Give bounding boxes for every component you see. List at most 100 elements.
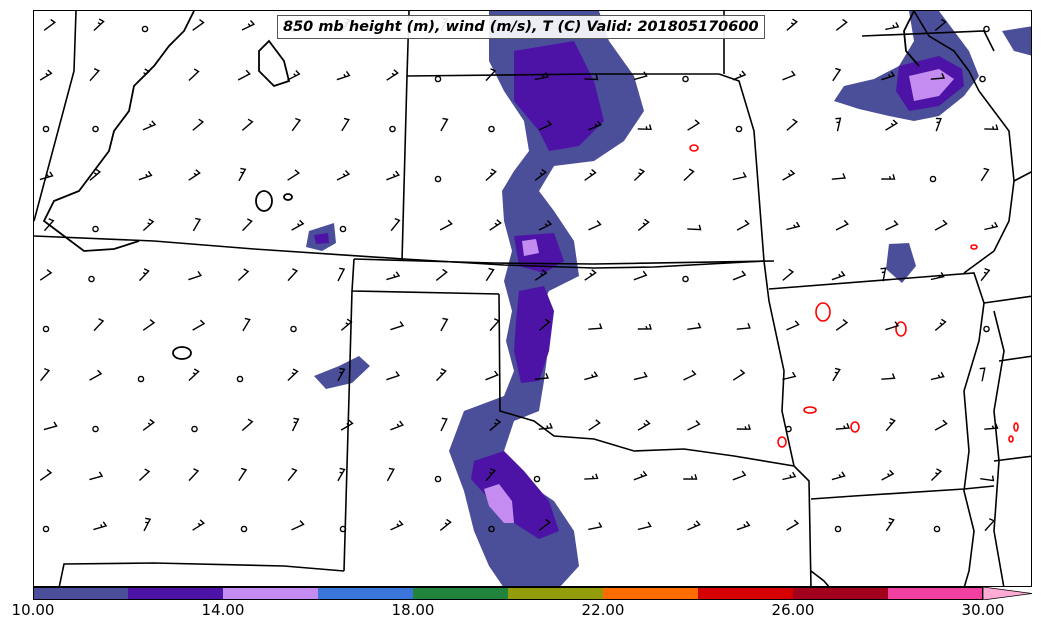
wind-barb — [534, 72, 549, 81]
wind-barb — [930, 468, 943, 482]
colorbar-tick-label: 26.00 — [771, 601, 815, 619]
wind-barb — [142, 319, 156, 331]
wind-barb — [538, 422, 553, 430]
wind-barb — [786, 118, 798, 131]
wind-barb — [584, 269, 597, 281]
wind-barb — [687, 322, 702, 330]
colorbar — [33, 587, 1033, 600]
border-la-ar — [810, 485, 995, 500]
wind-barb — [885, 321, 900, 331]
wind-barb — [687, 420, 701, 431]
temperature-contour-5 — [850, 421, 860, 433]
wind-barb — [984, 124, 999, 131]
height-contour-loop-1 — [255, 190, 273, 212]
wind-barb — [291, 417, 300, 432]
wind-barb — [188, 468, 200, 482]
wind-barb — [138, 170, 153, 181]
wind-barb — [489, 318, 500, 332]
wind-barb — [138, 268, 150, 282]
calm-wind-marker — [236, 375, 244, 383]
wind-barb — [142, 218, 155, 232]
wind-barb — [980, 475, 995, 482]
wind-barb — [885, 22, 900, 31]
wind-barb — [143, 517, 152, 532]
wind-barb — [241, 418, 254, 432]
height-contour-north — [258, 39, 291, 88]
wind-barb — [885, 220, 899, 231]
state-borders — [34, 11, 1031, 586]
wind-barb — [440, 117, 449, 132]
wind-barb — [880, 267, 887, 282]
border-tx-ok-east — [793, 465, 812, 586]
wind-barb — [736, 323, 751, 330]
wind-barb — [687, 520, 701, 531]
wind-barbs — [39, 17, 999, 532]
border-il — [1013, 171, 1031, 182]
wind-barb — [534, 373, 550, 380]
wind-barb — [881, 373, 896, 380]
wind-barb — [786, 221, 801, 231]
wind-barb — [930, 371, 945, 381]
wind-barb — [683, 370, 697, 381]
border-ia-mo — [718, 73, 765, 262]
border-wy-west — [34, 11, 77, 222]
wind-barb — [336, 70, 351, 81]
calm-wind-marker — [137, 375, 145, 383]
wind-barb — [881, 469, 895, 481]
colorbar-segment — [223, 587, 318, 600]
wind-barb — [835, 219, 849, 231]
wind-barb — [386, 170, 400, 181]
map-panel — [33, 10, 1032, 587]
border-tn — [998, 355, 1031, 362]
map-title: 850 mb height (m), wind (m/s), T (C) Val… — [277, 15, 765, 39]
wind-barb — [687, 119, 701, 131]
wind-barb — [835, 319, 849, 331]
calm-wind-markers — [42, 25, 990, 533]
wind-barb — [337, 267, 346, 282]
colorbar-segment — [603, 587, 698, 600]
calm-wind-marker — [434, 175, 442, 183]
temperature-contour-2 — [815, 302, 831, 322]
border-nm-tx-panhandle — [498, 293, 795, 467]
wind-barb — [142, 418, 155, 431]
wind-barb — [39, 469, 53, 481]
wind-barb — [786, 519, 800, 531]
wind-barb — [192, 217, 202, 232]
calm-wind-marker — [682, 75, 689, 83]
calm-wind-marker — [533, 475, 541, 483]
colorbar-border — [33, 587, 983, 600]
wind-barb — [242, 317, 251, 332]
calm-wind-marker — [339, 225, 347, 233]
temperature-contour-7 — [1013, 422, 1019, 432]
wind-barb — [934, 318, 947, 331]
wind-barb — [633, 71, 648, 81]
calm-wind-marker — [88, 275, 95, 283]
colorbar-tick-label: 14.00 — [201, 601, 245, 619]
wind-barb — [885, 517, 895, 532]
wind-shading-mid-small — [314, 233, 329, 244]
wind-barb — [336, 170, 351, 181]
colorbar-segment — [318, 587, 413, 600]
temperature-contours — [689, 144, 1019, 448]
wind-barb — [386, 69, 399, 81]
calm-wind-marker — [42, 325, 50, 333]
wind-barb — [89, 168, 102, 181]
wind-barb — [192, 118, 205, 131]
height-contours — [42, 11, 920, 360]
wind-barb — [291, 117, 302, 132]
border-co-nm — [351, 258, 500, 295]
wind-barb — [736, 424, 751, 430]
wind-barb — [39, 171, 54, 181]
wind-barb — [337, 467, 346, 482]
calm-wind-marker — [92, 125, 99, 133]
wind-barb — [984, 518, 996, 532]
wind-barb — [93, 18, 105, 32]
wind-barb — [934, 219, 948, 231]
wind-barb — [633, 168, 646, 182]
wind-barb — [485, 267, 495, 282]
wind-barb — [287, 70, 301, 81]
wind-barb — [633, 470, 648, 481]
border-nm-west — [343, 290, 353, 572]
wind-barb — [782, 371, 797, 381]
colorbar-segment — [413, 587, 508, 600]
